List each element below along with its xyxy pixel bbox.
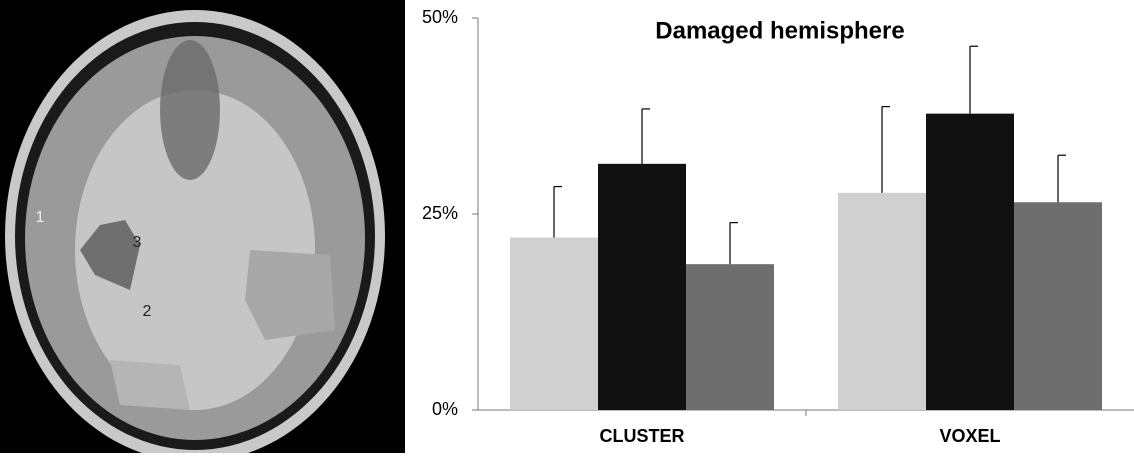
region-3: [80, 220, 140, 290]
region-label: 3: [133, 234, 142, 251]
bar: [926, 113, 1014, 410]
region-label: 1: [36, 209, 45, 226]
y-tick-label: 50%: [422, 7, 458, 27]
region-right: [245, 250, 335, 340]
x-tick-label: CLUSTER: [600, 426, 685, 446]
white-matter: [75, 90, 315, 410]
bar: [598, 163, 686, 410]
bar: [838, 192, 926, 410]
bar: [510, 237, 598, 410]
lesion: [160, 40, 220, 180]
chart-title: Damaged hemisphere: [655, 17, 904, 44]
bar: [686, 264, 774, 410]
region-label: 2: [143, 303, 152, 320]
chart: 0% 25% 50% CLUSTER VOXEL: [422, 7, 1134, 446]
y-tick-label: 0%: [432, 399, 458, 419]
bar: [1014, 202, 1102, 410]
x-tick-label: VOXEL: [939, 426, 1000, 446]
y-tick-label: 25%: [422, 203, 458, 223]
region-posterior: [110, 360, 190, 410]
brain-scan: 1 2 3: [0, 0, 405, 458]
